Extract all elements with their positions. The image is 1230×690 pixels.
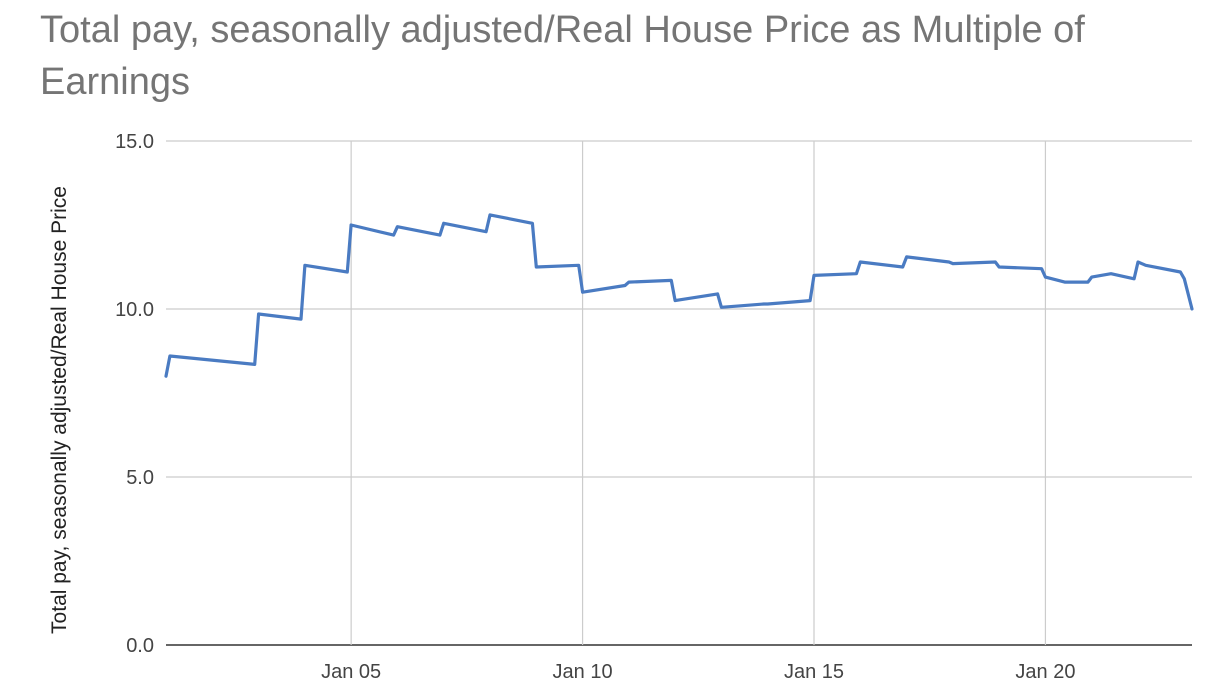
y-tick-label: 0.0 bbox=[126, 635, 154, 657]
x-tick-labels: Jan 05 Jan 10 Jan 15 Jan 20 bbox=[321, 661, 1075, 683]
y-tick-label: 5.0 bbox=[126, 467, 154, 489]
x-tick-label: Jan 10 bbox=[553, 661, 613, 683]
x-tick-label: Jan 20 bbox=[1015, 661, 1075, 683]
grid-lines bbox=[166, 140, 1192, 646]
chart-title: Total pay, seasonally adjusted/Real Hous… bbox=[40, 9, 1085, 103]
series-line bbox=[164, 213, 1194, 378]
x-tick-label: Jan 15 bbox=[784, 661, 844, 683]
y-tick-labels: 0.0 5.0 10.0 15.0 bbox=[115, 131, 154, 657]
y-tick-label: 15.0 bbox=[115, 131, 154, 153]
x-tick-label: Jan 05 bbox=[321, 661, 381, 683]
y-tick-label: 10.0 bbox=[115, 299, 154, 321]
series-group bbox=[164, 213, 1194, 378]
